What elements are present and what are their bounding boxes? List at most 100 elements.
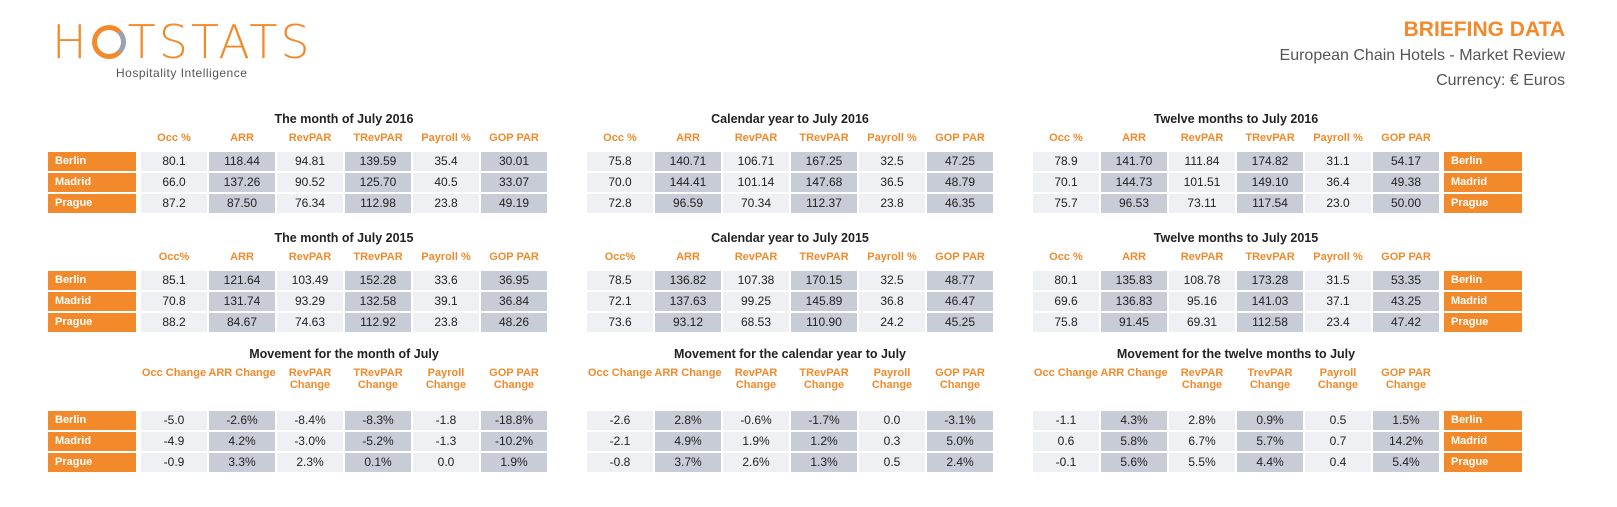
column-header: RevPAR (288, 132, 332, 144)
table-cell: 76.34 (277, 194, 343, 213)
table-cell: 45.25 (927, 313, 993, 332)
logo-ring-icon (91, 25, 126, 59)
table-cell: 5.4% (1373, 453, 1439, 472)
logo-wordmark: H TSTATS (52, 15, 313, 69)
table-cell: 73.11 (1169, 194, 1235, 213)
table-cell: 107.38 (723, 271, 789, 290)
table-cell: 50.00 (1373, 194, 1439, 213)
report-subtitle: European Chain Hotels - Market Review (1279, 47, 1565, 64)
table-cell: 0.1% (345, 453, 411, 472)
table-cell: -0.9 (141, 453, 207, 472)
table-cell: 80.1 (141, 152, 207, 171)
column-header: Occ % (1049, 132, 1083, 144)
table-cell: 136.82 (655, 271, 721, 290)
column-header: TRevPAR (1245, 132, 1295, 144)
table-cell: -1.8 (413, 411, 479, 430)
table-cell: 93.12 (655, 313, 721, 332)
table-cell: 95.16 (1169, 292, 1235, 311)
column-header: Payroll % (1313, 132, 1363, 144)
row-label: Berlin (1444, 411, 1522, 430)
table-cell: 70.34 (723, 194, 789, 213)
table-cell: 84.67 (209, 313, 275, 332)
table-cell: -3.0% (277, 432, 343, 451)
column-header: ARR (230, 251, 254, 263)
table-cell: 43.25 (1373, 292, 1439, 311)
table-cell: 137.26 (209, 173, 275, 192)
column-header: RevPAR Change (288, 367, 332, 391)
table-cell: 0.5 (859, 453, 925, 472)
column-header: RevPAR (734, 132, 778, 144)
table-cell: 108.78 (1169, 271, 1235, 290)
table-cell: 112.98 (345, 194, 411, 213)
table-cell: 112.92 (345, 313, 411, 332)
table-cell: 96.53 (1101, 194, 1167, 213)
table-cell: 23.8 (413, 313, 479, 332)
table-cell: 136.83 (1101, 292, 1167, 311)
table-cell: 46.47 (927, 292, 993, 311)
column-header: RevPAR Change (1180, 367, 1224, 391)
table-cell: 147.68 (791, 173, 857, 192)
column-header: TrevPAR Change (1247, 367, 1293, 391)
column-header: Payroll % (867, 251, 917, 263)
table-cell: 73.6 (587, 313, 653, 332)
column-header: GOP PAR Change (1381, 367, 1431, 391)
table-cell: 5.6% (1101, 453, 1167, 472)
table-title: Calendar year to July 2016 (711, 112, 869, 126)
row-label: Madrid (1444, 292, 1522, 311)
column-header: Occ Change (587, 367, 653, 379)
table-cell: 0.3 (859, 432, 925, 451)
table-cell: 141.70 (1101, 152, 1167, 171)
table-cell: -0.8 (587, 453, 653, 472)
column-header: ARR Change (208, 367, 276, 379)
row-label: Prague (1444, 453, 1522, 472)
table-cell: 33.07 (481, 173, 547, 192)
table-cell: 0.7 (1305, 432, 1371, 451)
table-cell: 1.5% (1373, 411, 1439, 430)
table-cell: 112.58 (1237, 313, 1303, 332)
row-label: Madrid (1444, 432, 1522, 451)
table-cell: -1.7% (791, 411, 857, 430)
table-cell: 2.4% (927, 453, 993, 472)
table-cell: 5.7% (1237, 432, 1303, 451)
table-cell: 36.84 (481, 292, 547, 311)
table-title: The month of July 2015 (274, 231, 414, 245)
table-cell: 68.53 (723, 313, 789, 332)
column-header: Occ% (158, 251, 190, 263)
table-cell: 75.8 (587, 152, 653, 171)
column-header: ARR (230, 132, 254, 144)
row-label: Berlin (1444, 271, 1522, 290)
table-cell: 48.26 (481, 313, 547, 332)
table-cell: 174.82 (1237, 152, 1303, 171)
table-cell: 48.79 (927, 173, 993, 192)
table-cell: 137.63 (655, 292, 721, 311)
column-header: Occ Change (141, 367, 207, 379)
column-header: Payroll Change (871, 367, 913, 391)
row-label: Madrid (48, 173, 136, 192)
table-cell: -0.1 (1033, 453, 1099, 472)
table-cell: 103.49 (277, 271, 343, 290)
row-label: Madrid (48, 432, 136, 451)
table-cell: -2.1 (587, 432, 653, 451)
table-cell: 24.2 (859, 313, 925, 332)
table-cell: 118.44 (209, 152, 275, 171)
table-cell: 111.84 (1169, 152, 1235, 171)
table-cell: 131.74 (209, 292, 275, 311)
currency-label: Currency: € Euros (1436, 72, 1565, 89)
table-cell: 91.45 (1101, 313, 1167, 332)
row-label: Madrid (1444, 173, 1522, 192)
table-cell: 141.03 (1237, 292, 1303, 311)
table-cell: 2.3% (277, 453, 343, 472)
table-cell: 1.3% (791, 453, 857, 472)
column-header: ARR (676, 251, 700, 263)
table-cell: 4.2% (209, 432, 275, 451)
table-cell: 170.15 (791, 271, 857, 290)
row-label: Prague (48, 194, 136, 213)
table-cell: 47.25 (927, 152, 993, 171)
table-cell: 14.2% (1373, 432, 1439, 451)
table-cell: 135.83 (1101, 271, 1167, 290)
row-label: Prague (48, 313, 136, 332)
column-header: ARR Change (1100, 367, 1168, 379)
table-cell: 94.81 (277, 152, 343, 171)
column-header: Occ % (1049, 251, 1083, 263)
table-cell: 32.5 (859, 271, 925, 290)
